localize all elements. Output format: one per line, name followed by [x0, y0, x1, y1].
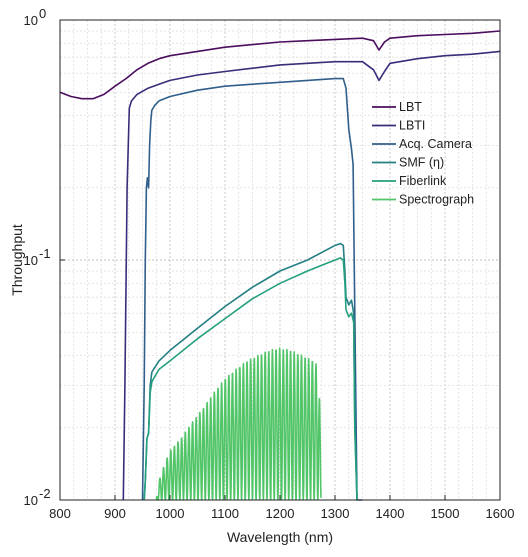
legend-entry: LBTI: [399, 119, 425, 133]
x-tick-label: 900: [104, 506, 126, 521]
y-axis-label: Throughput: [9, 224, 25, 296]
x-tick-label: 1400: [376, 506, 405, 521]
legend-entry: LBT: [399, 100, 422, 114]
legend-entry: Acq. Camera: [399, 137, 472, 151]
x-tick-label: 800: [49, 506, 71, 521]
x-tick-label: 1100: [211, 506, 239, 521]
x-tick-label: 1500: [431, 506, 460, 521]
x-tick-label: 1000: [156, 506, 185, 521]
x-tick-label: 1600: [486, 506, 515, 521]
y-tick-label: 10: [24, 493, 38, 508]
x-tick-label: 1300: [321, 506, 350, 521]
x-axis-label: Wavelength (nm): [227, 529, 333, 545]
y-tick-label: 10: [24, 13, 38, 28]
legend-entry: Fiberlink: [399, 174, 447, 188]
y-tick-exponent: 0: [39, 6, 46, 21]
y-tick-exponent: -2: [39, 486, 51, 501]
x-tick-label: 1200: [266, 506, 295, 521]
legend-entry: Spectrograph: [399, 193, 474, 207]
legend-entry: SMF (η): [399, 156, 444, 170]
y-tick-label: 10: [24, 253, 38, 268]
series-line-5: [156, 348, 321, 500]
y-tick-exponent: -1: [39, 246, 51, 261]
